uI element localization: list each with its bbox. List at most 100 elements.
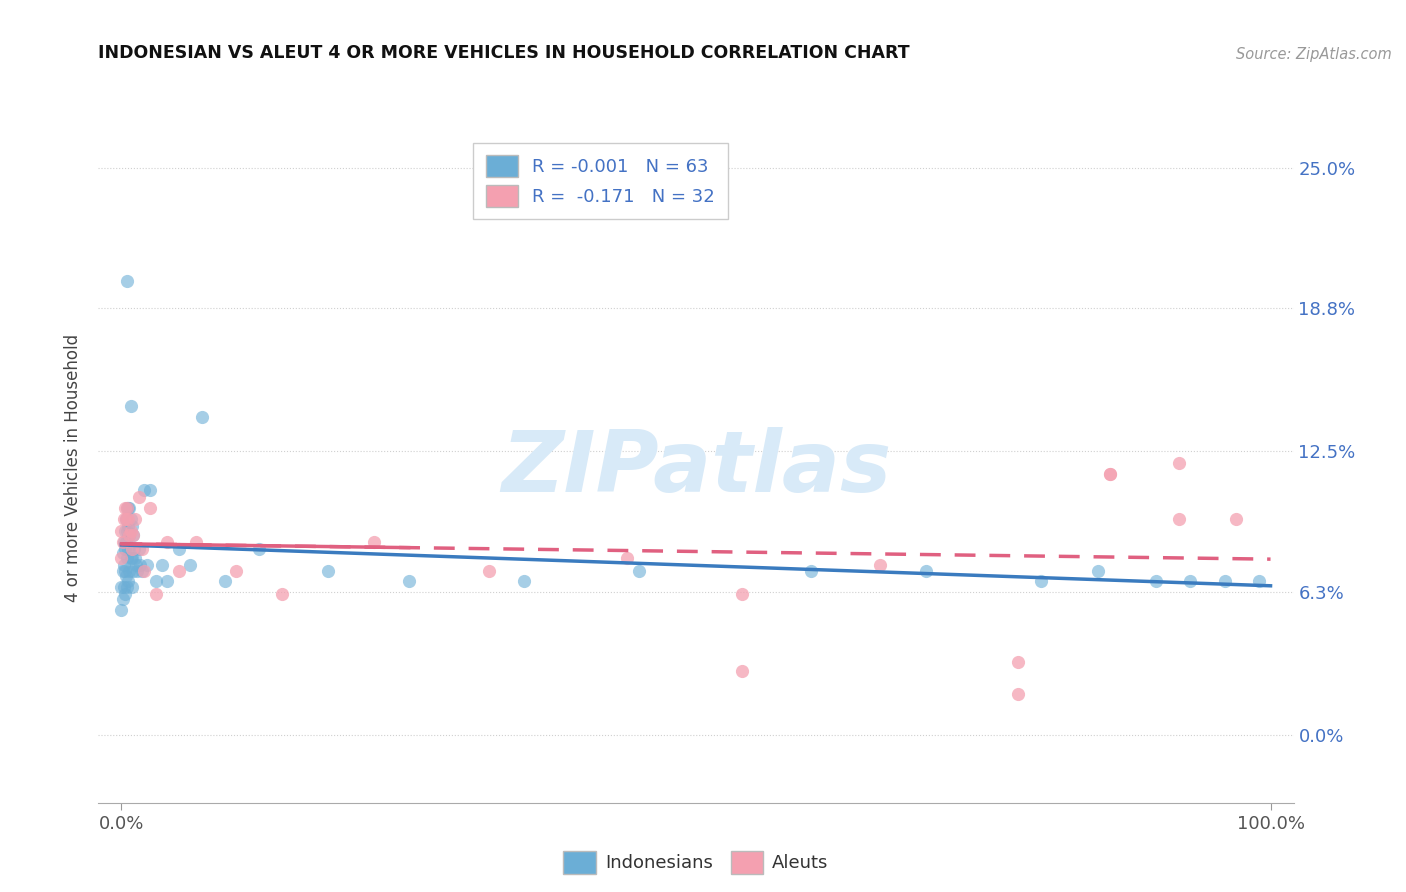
Point (800, 565, 823, 579)
Point (124, 512, 146, 526)
Point (122, 541, 145, 556)
Point (115, 569, 138, 583)
Point (121, 541, 143, 556)
Point (128, 490, 150, 504)
Point (117, 541, 139, 556)
Point (122, 528, 145, 542)
Point (1225, 512, 1247, 526)
Point (316, 565, 339, 579)
Point (125, 558, 148, 572)
Point (627, 565, 650, 579)
Point (512, 574, 534, 588)
Point (191, 410, 214, 425)
Point (111, 535, 134, 549)
Point (1007, 655, 1029, 669)
Point (115, 512, 138, 526)
Point (120, 550, 142, 565)
Point (167, 541, 190, 556)
Point (115, 535, 138, 549)
Point (134, 483, 156, 497)
Point (1167, 512, 1189, 526)
Point (363, 535, 385, 549)
Point (115, 500, 138, 515)
Point (128, 558, 150, 572)
Point (112, 580, 135, 594)
Point (156, 535, 179, 549)
Point (121, 519, 143, 533)
Point (118, 528, 141, 542)
Point (110, 603, 132, 617)
Point (478, 565, 501, 579)
Point (121, 550, 143, 565)
Y-axis label: 4 or more Vehicles in Household: 4 or more Vehicles in Household (65, 334, 83, 602)
Point (225, 565, 247, 579)
Point (114, 587, 136, 601)
Point (117, 519, 139, 533)
Point (112, 512, 135, 526)
Point (115, 524, 138, 538)
Point (1029, 574, 1052, 588)
Point (127, 565, 149, 579)
Point (135, 558, 157, 572)
Point (134, 565, 156, 579)
Point (214, 574, 236, 588)
Point (111, 546, 134, 560)
Point (115, 500, 138, 515)
Point (118, 565, 141, 579)
Point (1098, 467, 1121, 481)
Point (271, 587, 294, 601)
Point (111, 591, 134, 606)
Point (131, 541, 153, 556)
Point (114, 500, 136, 515)
Point (117, 574, 139, 588)
Point (115, 512, 138, 526)
Point (120, 399, 142, 413)
Point (184, 535, 207, 549)
Point (731, 665, 754, 679)
Point (110, 580, 132, 594)
Point (1167, 456, 1189, 470)
Point (150, 558, 173, 572)
Point (398, 574, 420, 588)
Point (120, 512, 142, 526)
Point (115, 550, 138, 565)
Point (128, 541, 150, 556)
Point (118, 528, 141, 542)
Point (117, 500, 139, 515)
Point (111, 565, 134, 579)
Point (121, 580, 143, 594)
Point (115, 274, 138, 288)
Point (117, 512, 139, 526)
Point (145, 587, 167, 601)
Point (110, 550, 132, 565)
Point (131, 565, 153, 579)
Point (112, 535, 135, 549)
Point (1144, 574, 1167, 588)
Point (139, 500, 162, 515)
Point (114, 541, 136, 556)
Point (1247, 574, 1270, 588)
Point (731, 587, 754, 601)
Point (914, 565, 936, 579)
Point (122, 565, 145, 579)
Point (122, 528, 145, 542)
Legend: Indonesians, Aleuts: Indonesians, Aleuts (555, 844, 837, 880)
Point (112, 558, 135, 572)
Point (1087, 565, 1109, 579)
Point (156, 574, 179, 588)
Text: INDONESIAN VS ALEUT 4 OR MORE VEHICLES IN HOUSEHOLD CORRELATION CHART: INDONESIAN VS ALEUT 4 OR MORE VEHICLES I… (98, 45, 910, 62)
Point (179, 558, 201, 572)
Point (1213, 574, 1236, 588)
Point (1178, 574, 1201, 588)
Point (167, 565, 190, 579)
Point (616, 550, 638, 565)
Point (1007, 687, 1029, 701)
Point (115, 580, 138, 594)
Point (124, 550, 146, 565)
Point (145, 574, 167, 588)
Point (139, 483, 162, 497)
Point (120, 524, 142, 538)
Point (247, 541, 270, 556)
Point (1098, 467, 1121, 481)
Point (114, 524, 136, 538)
